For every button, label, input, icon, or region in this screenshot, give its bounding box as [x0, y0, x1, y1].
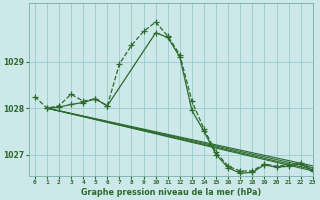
- X-axis label: Graphe pression niveau de la mer (hPa): Graphe pression niveau de la mer (hPa): [81, 188, 261, 197]
